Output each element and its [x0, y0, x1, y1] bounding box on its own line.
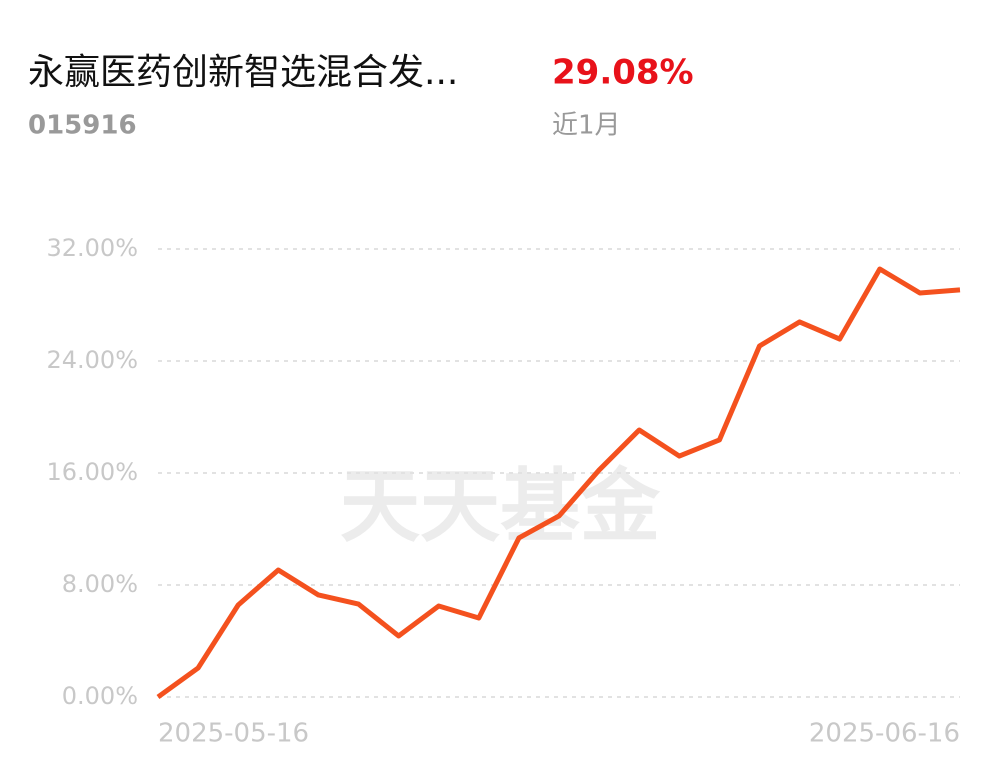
y-tick-label: 8.00% — [62, 570, 138, 598]
x-tick-label: 2025-06-16 — [809, 719, 960, 749]
y-tick-label: 32.00% — [46, 234, 138, 262]
y-tick-label: 24.00% — [46, 346, 138, 374]
x-tick-label: 2025-05-16 — [158, 719, 309, 749]
fund-code: 015916 — [28, 111, 137, 141]
y-tick-label: 0.00% — [62, 682, 138, 710]
y-tick-label: 16.00% — [46, 458, 138, 486]
price-line — [156, 266, 961, 700]
watermark: 天天基金 — [340, 460, 661, 553]
fund-return: 29.08% — [552, 53, 694, 93]
fund-title: 永赢医药创新智选混合发... — [28, 52, 458, 93]
return-period: 近1月 — [552, 111, 621, 141]
